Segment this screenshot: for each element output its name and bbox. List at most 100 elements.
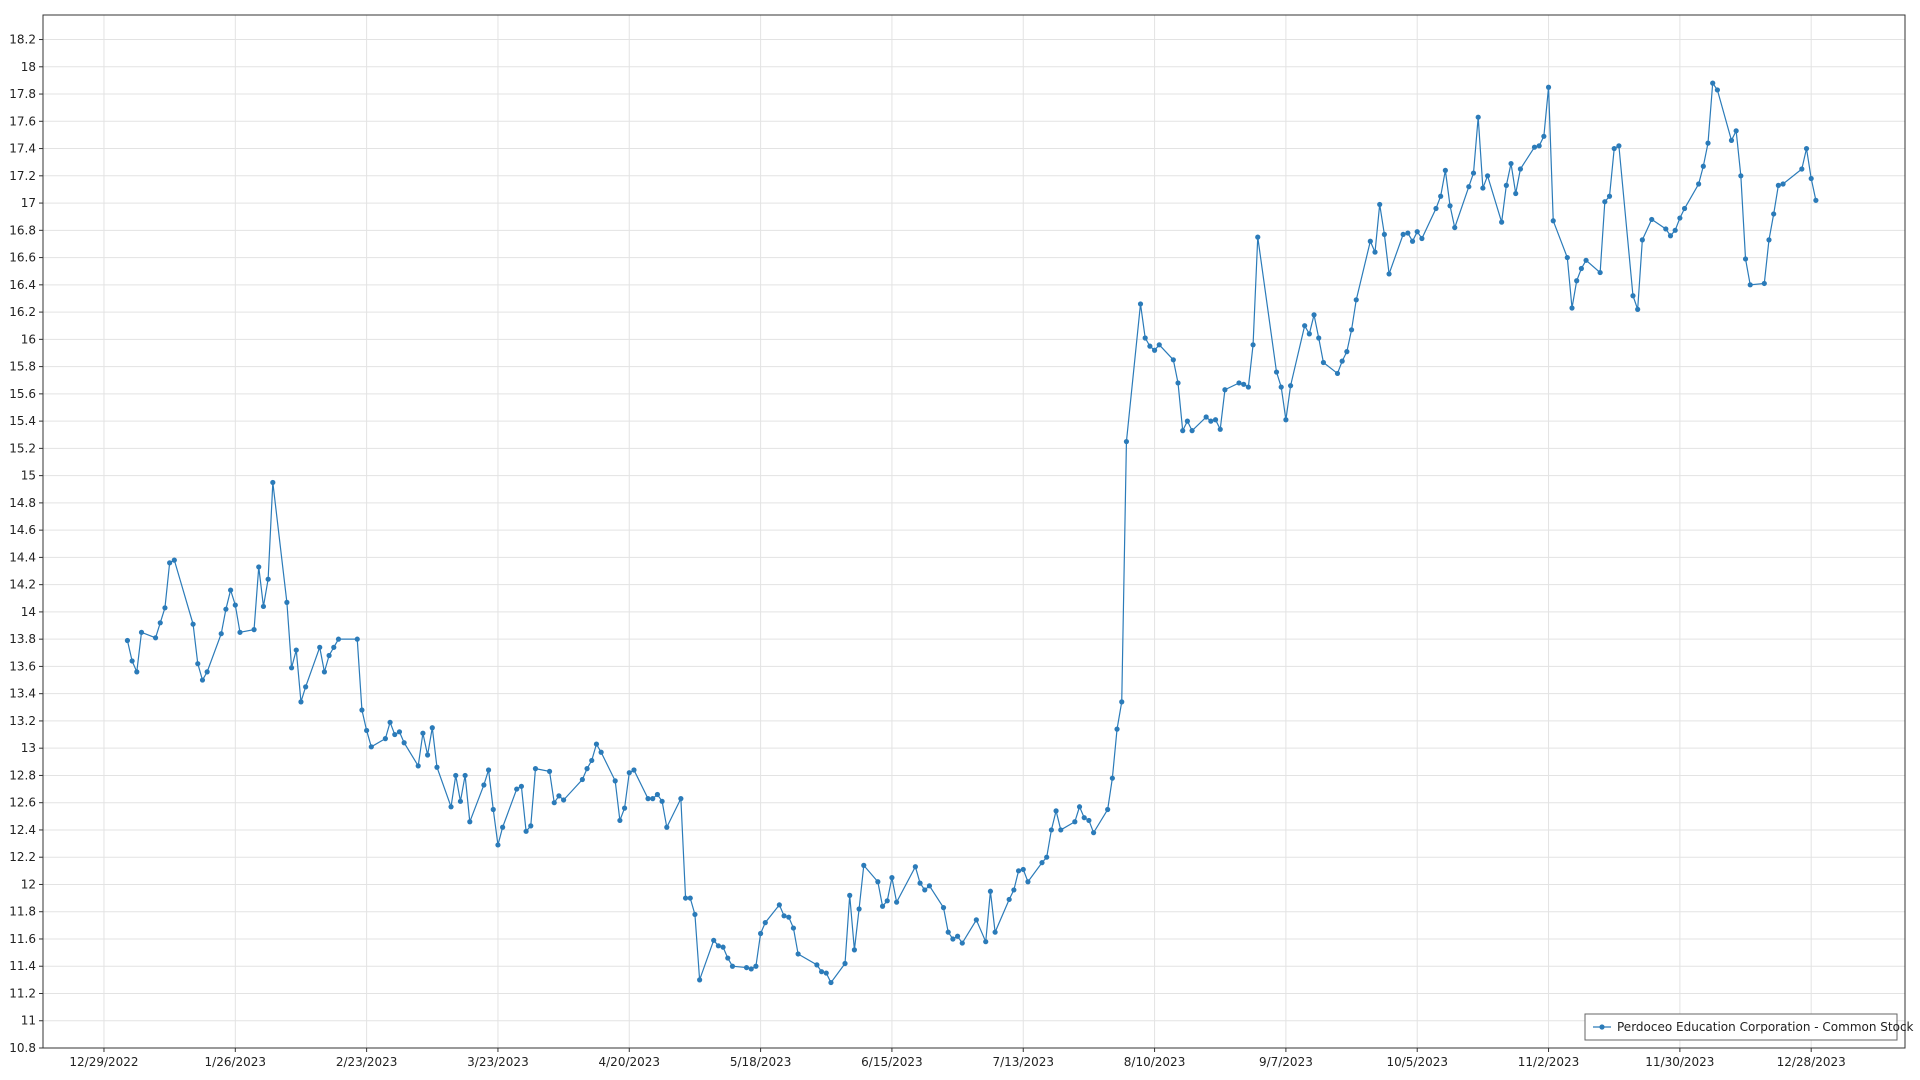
data-point	[983, 939, 989, 945]
data-point	[992, 929, 998, 935]
data-point	[1044, 854, 1050, 860]
y-tick-label: 16.8	[9, 223, 36, 237]
data-point	[551, 800, 557, 806]
data-point	[1569, 305, 1575, 311]
data-point	[1508, 160, 1514, 167]
data-point	[697, 977, 703, 983]
data-point	[1780, 181, 1786, 187]
data-point	[1663, 226, 1669, 232]
data-point	[1710, 80, 1716, 86]
data-point	[1072, 819, 1078, 825]
x-tick-label: 9/7/2023	[1259, 1055, 1313, 1069]
data-point	[1114, 726, 1120, 732]
data-point	[124, 637, 131, 644]
data-point	[861, 862, 867, 868]
data-point	[1353, 297, 1359, 303]
y-tick-label: 15.8	[9, 360, 36, 374]
data-point	[659, 798, 665, 804]
data-point	[1733, 128, 1739, 134]
y-tick-label: 14	[21, 605, 36, 619]
data-point	[1278, 384, 1284, 390]
y-tick-label: 17.8	[9, 87, 36, 101]
data-point	[528, 823, 534, 829]
data-point	[387, 719, 393, 725]
data-point	[1438, 193, 1444, 199]
data-point	[223, 606, 229, 612]
data-point	[945, 929, 951, 935]
data-point	[720, 944, 726, 950]
data-point	[1348, 327, 1355, 333]
x-tick-label: 11/2/2023	[1518, 1055, 1580, 1069]
data-point	[711, 937, 717, 943]
y-tick-label: 11	[21, 1014, 36, 1028]
data-point	[523, 828, 529, 834]
data-point	[237, 629, 243, 635]
data-point	[851, 947, 858, 953]
data-point	[1311, 312, 1317, 318]
data-point	[1086, 817, 1092, 824]
y-tick-label: 13.8	[9, 632, 36, 646]
data-point	[232, 602, 238, 608]
y-tick-label: 11.8	[9, 905, 36, 919]
data-point	[776, 902, 782, 908]
y-tick-label: 15.2	[9, 441, 36, 455]
data-point	[1738, 173, 1744, 179]
data-point	[1447, 203, 1453, 209]
data-point	[392, 731, 398, 738]
data-point	[1681, 205, 1688, 212]
data-point	[687, 895, 693, 901]
x-tick-label: 3/23/2023	[467, 1055, 529, 1069]
data-point	[204, 669, 210, 675]
y-tick-label: 13.6	[9, 659, 36, 673]
data-point	[1283, 417, 1289, 423]
data-point	[589, 757, 595, 764]
data-point	[1531, 144, 1538, 150]
data-point	[1170, 357, 1176, 363]
data-point	[1400, 231, 1406, 238]
data-point	[692, 911, 698, 918]
data-point	[354, 636, 360, 642]
data-point	[1578, 265, 1584, 272]
y-tick-label: 14.2	[9, 578, 36, 592]
x-tick-label: 6/15/2023	[861, 1055, 923, 1069]
x-tick-label: 10/5/2023	[1386, 1055, 1448, 1069]
data-point	[467, 819, 473, 825]
data-point	[842, 960, 848, 967]
data-point	[987, 888, 994, 894]
data-point	[678, 796, 684, 802]
data-point	[303, 684, 309, 690]
data-point	[1137, 301, 1144, 307]
data-point	[1302, 323, 1308, 329]
data-point	[954, 933, 961, 939]
data-point	[626, 770, 632, 776]
data-point	[415, 763, 421, 769]
data-point	[1273, 369, 1280, 375]
data-point	[1316, 335, 1322, 341]
data-point	[1334, 370, 1341, 377]
data-point	[818, 969, 825, 975]
data-point	[1386, 271, 1392, 277]
data-point	[1616, 143, 1622, 149]
data-point	[190, 621, 196, 627]
data-point	[265, 576, 271, 582]
data-point	[875, 879, 881, 885]
data-point	[317, 644, 323, 650]
data-point	[612, 778, 618, 784]
data-point	[1217, 426, 1223, 432]
data-point	[1761, 280, 1767, 287]
legend-marker	[1599, 1024, 1605, 1030]
y-tick-label: 17.6	[9, 114, 36, 128]
data-point	[368, 744, 374, 750]
y-tick-label: 15	[21, 469, 36, 483]
y-tick-label: 12.6	[9, 796, 36, 810]
data-point	[500, 824, 506, 830]
data-point	[1517, 166, 1524, 172]
data-point	[1672, 227, 1678, 233]
data-point	[1667, 233, 1674, 239]
data-point	[1287, 383, 1294, 389]
data-point	[396, 729, 403, 735]
data-point	[959, 940, 965, 946]
data-point	[1306, 331, 1312, 337]
y-tick-label: 13	[21, 741, 36, 755]
data-point	[1597, 269, 1603, 276]
